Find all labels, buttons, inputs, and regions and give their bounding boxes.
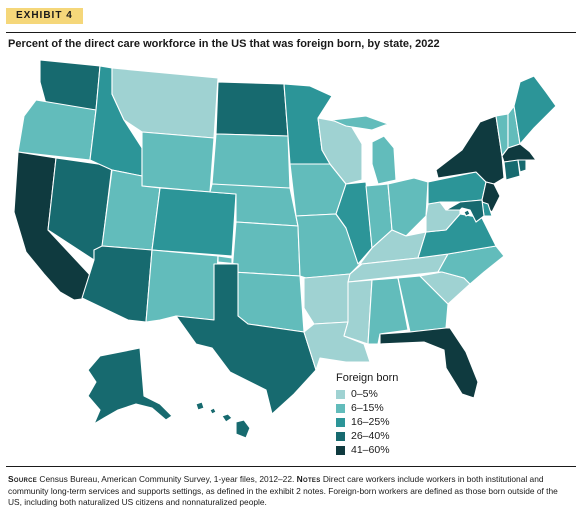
state-AK bbox=[87, 347, 173, 425]
legend-label: 6–15% bbox=[351, 402, 384, 414]
legend-item: 41–60% bbox=[336, 443, 436, 457]
state-GA bbox=[397, 275, 449, 333]
legend-item: 0–5% bbox=[336, 387, 436, 401]
source-label: Source bbox=[8, 474, 38, 484]
legend-swatch bbox=[336, 417, 345, 427]
state-OH bbox=[387, 177, 429, 237]
state-KS bbox=[231, 221, 301, 277]
legend-label: 16–25% bbox=[351, 416, 390, 428]
exhibit-label: EXHIBIT 4 bbox=[6, 8, 83, 24]
state-HI bbox=[195, 401, 251, 439]
legend-item: 16–25% bbox=[336, 415, 436, 429]
state-MD bbox=[445, 199, 485, 223]
state-CT bbox=[503, 159, 521, 181]
state-DC bbox=[463, 209, 471, 217]
legend-swatch bbox=[336, 431, 345, 441]
footnote-rule bbox=[6, 466, 576, 467]
legend-swatch bbox=[336, 445, 345, 455]
legend-item: 26–40% bbox=[336, 429, 436, 443]
state-MI bbox=[331, 115, 397, 185]
state-OR bbox=[17, 99, 97, 161]
state-ND bbox=[215, 81, 289, 137]
figure-title: Percent of the direct care workforce in … bbox=[8, 38, 440, 50]
state-WY bbox=[141, 131, 215, 193]
state-IL bbox=[335, 181, 373, 265]
source-text: Census Bureau, American Community Survey… bbox=[39, 474, 295, 484]
legend-label: 26–40% bbox=[351, 430, 390, 442]
legend-item: 6–15% bbox=[336, 401, 436, 415]
state-RI bbox=[517, 159, 527, 173]
footnote: Source Census Bureau, American Community… bbox=[8, 474, 574, 509]
state-AR bbox=[303, 273, 351, 325]
notes-text: Direct care workers include workers in b… bbox=[8, 474, 558, 507]
legend-label: 0–5% bbox=[351, 388, 378, 400]
state-TX bbox=[175, 263, 317, 415]
notes-label: Notes bbox=[296, 474, 321, 484]
legend-swatch bbox=[336, 389, 345, 399]
state-MS bbox=[343, 279, 373, 345]
state-CO bbox=[151, 187, 237, 257]
legend-label: 41–60% bbox=[351, 444, 390, 456]
state-PA bbox=[427, 171, 487, 205]
state-FL bbox=[379, 327, 479, 399]
state-SD bbox=[211, 133, 291, 191]
legend-title: Foreign born bbox=[336, 372, 399, 384]
legend-swatch bbox=[336, 403, 345, 413]
state-NM bbox=[145, 249, 219, 323]
state-ME bbox=[513, 75, 557, 145]
top-rule bbox=[6, 32, 576, 33]
us-choropleth-map bbox=[13, 59, 557, 439]
map-legend: Foreign born 0–5% 6–15% 16–25% 26–40% 41… bbox=[336, 372, 436, 457]
state-NY bbox=[435, 115, 505, 185]
